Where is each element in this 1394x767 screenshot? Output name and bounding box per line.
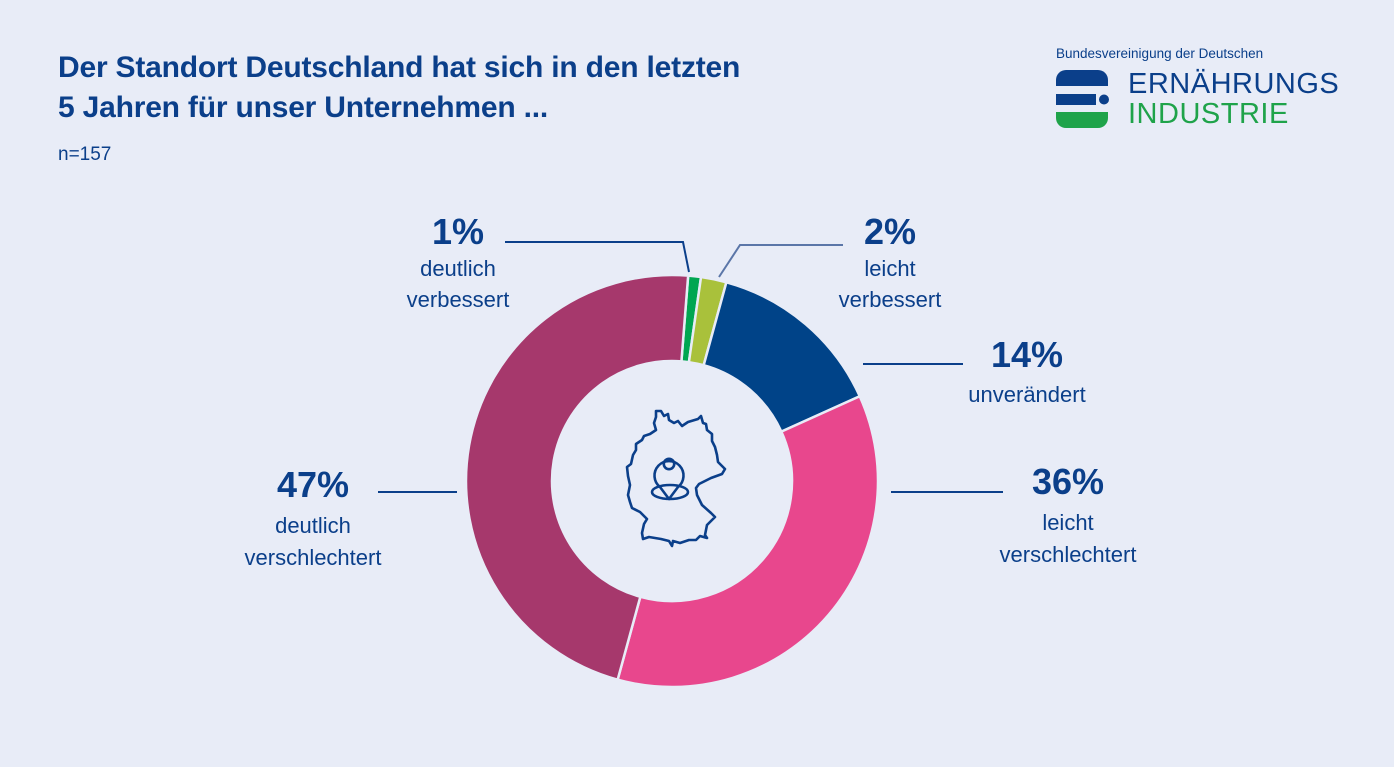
leader-line-leicht-verbessert — [718, 244, 843, 278]
logo-subtitle: Bundesvereinigung der Deutschen — [1056, 46, 1264, 61]
logo-word-1: ERNÄHRUNGS — [1128, 68, 1340, 100]
category-label-deutlich-verbessert-2: verbessert — [407, 287, 510, 312]
category-label-deutlich-verschlechtert-2: verschlechtert — [245, 545, 382, 570]
category-label-unveraendert: unverändert — [968, 382, 1085, 407]
category-label-leicht-verbessert-1: leicht — [864, 256, 915, 281]
value-label-deutlich-verschlechtert: 47% — [277, 464, 349, 505]
donut-slice-deutlich-verschlechtert — [464, 273, 690, 682]
category-label-deutlich-verschlechtert-1: deutlich — [275, 513, 351, 538]
logo-word-2: INDUSTRIE — [1128, 98, 1289, 130]
category-label-deutlich-verbessert-1: deutlich — [420, 256, 496, 281]
donut-slices — [464, 273, 880, 689]
value-label-unveraendert: 14% — [991, 334, 1063, 375]
value-label-leicht-verbessert: 2% — [864, 211, 916, 252]
category-label-leicht-verbessert-2: verbessert — [839, 287, 942, 312]
logo-mark-icon — [1056, 70, 1109, 128]
sample-size: n=157 — [58, 144, 112, 165]
donut-slice-leicht-verschlechtert — [616, 394, 880, 689]
title-line-1: Der Standort Deutschland hat sich in den… — [58, 51, 741, 84]
logo: Bundesvereinigung der Deutschen ERNÄHRUN… — [1056, 46, 1356, 136]
leader-line-deutlich-verbessert — [505, 241, 690, 273]
germany-map-location-pin-icon — [625, 409, 727, 548]
value-label-leicht-verschlechtert: 36% — [1032, 461, 1104, 502]
category-label-leicht-verschlechtert-2: verschlechtert — [1000, 542, 1137, 567]
value-label-deutlich-verbessert: 1% — [432, 211, 484, 252]
title-line-2: 5 Jahren für unser Unternehmen ... — [58, 91, 548, 124]
chart-title: Der Standort Deutschland hat sich in den… — [58, 48, 858, 128]
category-label-leicht-verschlechtert-1: leicht — [1042, 510, 1093, 535]
